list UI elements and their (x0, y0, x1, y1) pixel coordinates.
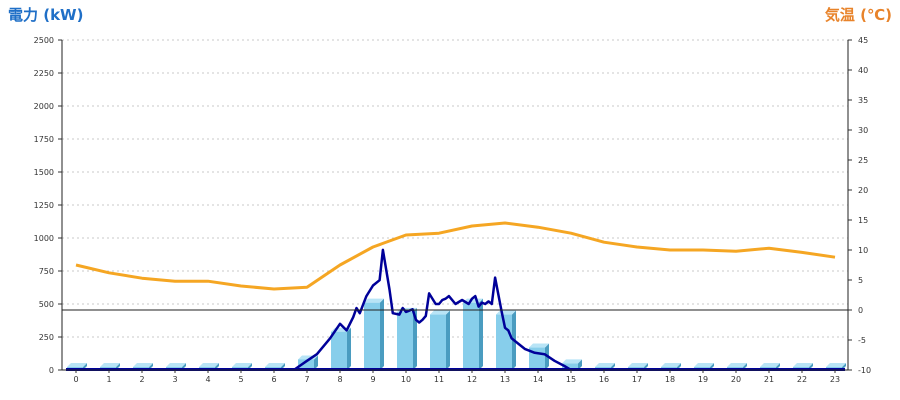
right-tick-label: -5 (858, 336, 866, 345)
left-tick-label: 1250 (34, 201, 54, 210)
bar-side (413, 307, 417, 370)
left-tick-label: 250 (39, 333, 54, 342)
bar-face (331, 331, 347, 370)
bar-top (67, 363, 87, 367)
right-tick-label: 30 (858, 126, 868, 135)
gridlines (62, 39, 848, 338)
right-tick-label: 25 (858, 156, 868, 165)
right-axis-title: 気温 (℃) (825, 6, 892, 24)
x-tick-label: 22 (797, 375, 807, 384)
bar-face (430, 314, 446, 370)
left-tick-label: 1500 (34, 168, 54, 177)
axes: 02505007501000125015001750200022502500-1… (34, 36, 871, 384)
temperature-line (75, 221, 836, 291)
bar-top (529, 343, 549, 348)
x-tick-label: 5 (238, 375, 243, 384)
right-tick-label: 40 (858, 66, 868, 75)
right-tick-label: -10 (858, 366, 871, 375)
bar-top (166, 363, 186, 367)
bar-top (661, 363, 681, 367)
right-tick-label: 5 (858, 276, 863, 285)
bar-top (760, 363, 780, 367)
bar-face (463, 302, 479, 370)
bar-top (727, 363, 747, 367)
power-bars (67, 298, 846, 370)
left-tick-label: 1000 (34, 234, 54, 243)
left-tick-label: 2500 (34, 36, 54, 45)
power-bar-7 (298, 355, 318, 370)
bar-side (347, 327, 351, 370)
bar-top (793, 363, 813, 367)
bar-top (232, 363, 252, 367)
bar-side (380, 298, 384, 370)
x-tick-label: 13 (500, 375, 510, 384)
power-bar-9 (364, 298, 384, 370)
left-tick-label: 0 (49, 366, 54, 375)
x-tick-label: 11 (434, 375, 444, 384)
bar-top (265, 363, 285, 367)
bar-face (298, 359, 314, 370)
power-bar-11 (430, 310, 450, 370)
x-tick-label: 12 (467, 375, 477, 384)
series-lines (66, 221, 845, 372)
bar-top (133, 363, 153, 367)
x-tick-label: 18 (665, 375, 675, 384)
bar-top (199, 363, 219, 367)
x-tick-label: 3 (172, 375, 177, 384)
bar-top (595, 363, 615, 367)
right-tick-label: 20 (858, 186, 868, 195)
bar-top (826, 363, 846, 367)
bar-top (628, 363, 648, 367)
left-tick-label: 2000 (34, 102, 54, 111)
x-tick-label: 6 (271, 375, 276, 384)
right-tick-label: 35 (858, 96, 868, 105)
right-tick-label: 10 (858, 246, 868, 255)
right-tick-label: 0 (858, 306, 863, 315)
bar-side (446, 310, 450, 370)
bar-side (578, 359, 582, 370)
left-tick-label: 2250 (34, 69, 54, 78)
x-tick-label: 8 (337, 375, 342, 384)
x-tick-label: 0 (73, 375, 78, 384)
x-tick-label: 20 (731, 375, 741, 384)
bar-face (397, 311, 413, 370)
x-tick-label: 21 (764, 375, 774, 384)
x-tick-label: 7 (304, 375, 309, 384)
bar-top (100, 363, 120, 367)
bar-side (314, 355, 318, 370)
left-tick-label: 500 (39, 300, 54, 309)
x-tick-label: 9 (370, 375, 375, 384)
left-tick-label: 750 (39, 267, 54, 276)
bar-top (694, 363, 714, 367)
power-bar-12 (463, 298, 483, 370)
bar-face (562, 363, 578, 370)
power-bar-15 (562, 359, 582, 370)
x-tick-label: 19 (698, 375, 708, 384)
bar-top (562, 359, 582, 364)
x-tick-label: 15 (566, 375, 576, 384)
bar-face (364, 302, 380, 370)
bar-top (430, 310, 450, 315)
right-tick-label: 15 (858, 216, 868, 225)
x-tick-label: 16 (599, 375, 609, 384)
x-tick-label: 23 (830, 375, 840, 384)
power-line (293, 248, 572, 372)
bar-face (496, 314, 512, 370)
bar-top (364, 298, 384, 303)
bar-side (479, 298, 483, 370)
left-tick-label: 1750 (34, 135, 54, 144)
x-tick-label: 10 (401, 375, 411, 384)
x-tick-label: 2 (139, 375, 144, 384)
right-tick-label: 45 (858, 36, 868, 45)
power-bar-14 (529, 343, 549, 370)
x-tick-label: 14 (533, 375, 543, 384)
x-tick-label: 17 (632, 375, 642, 384)
left-axis-title: 電力 (kW) (8, 6, 83, 24)
x-tick-label: 1 (106, 375, 111, 384)
x-tick-label: 4 (205, 375, 210, 384)
